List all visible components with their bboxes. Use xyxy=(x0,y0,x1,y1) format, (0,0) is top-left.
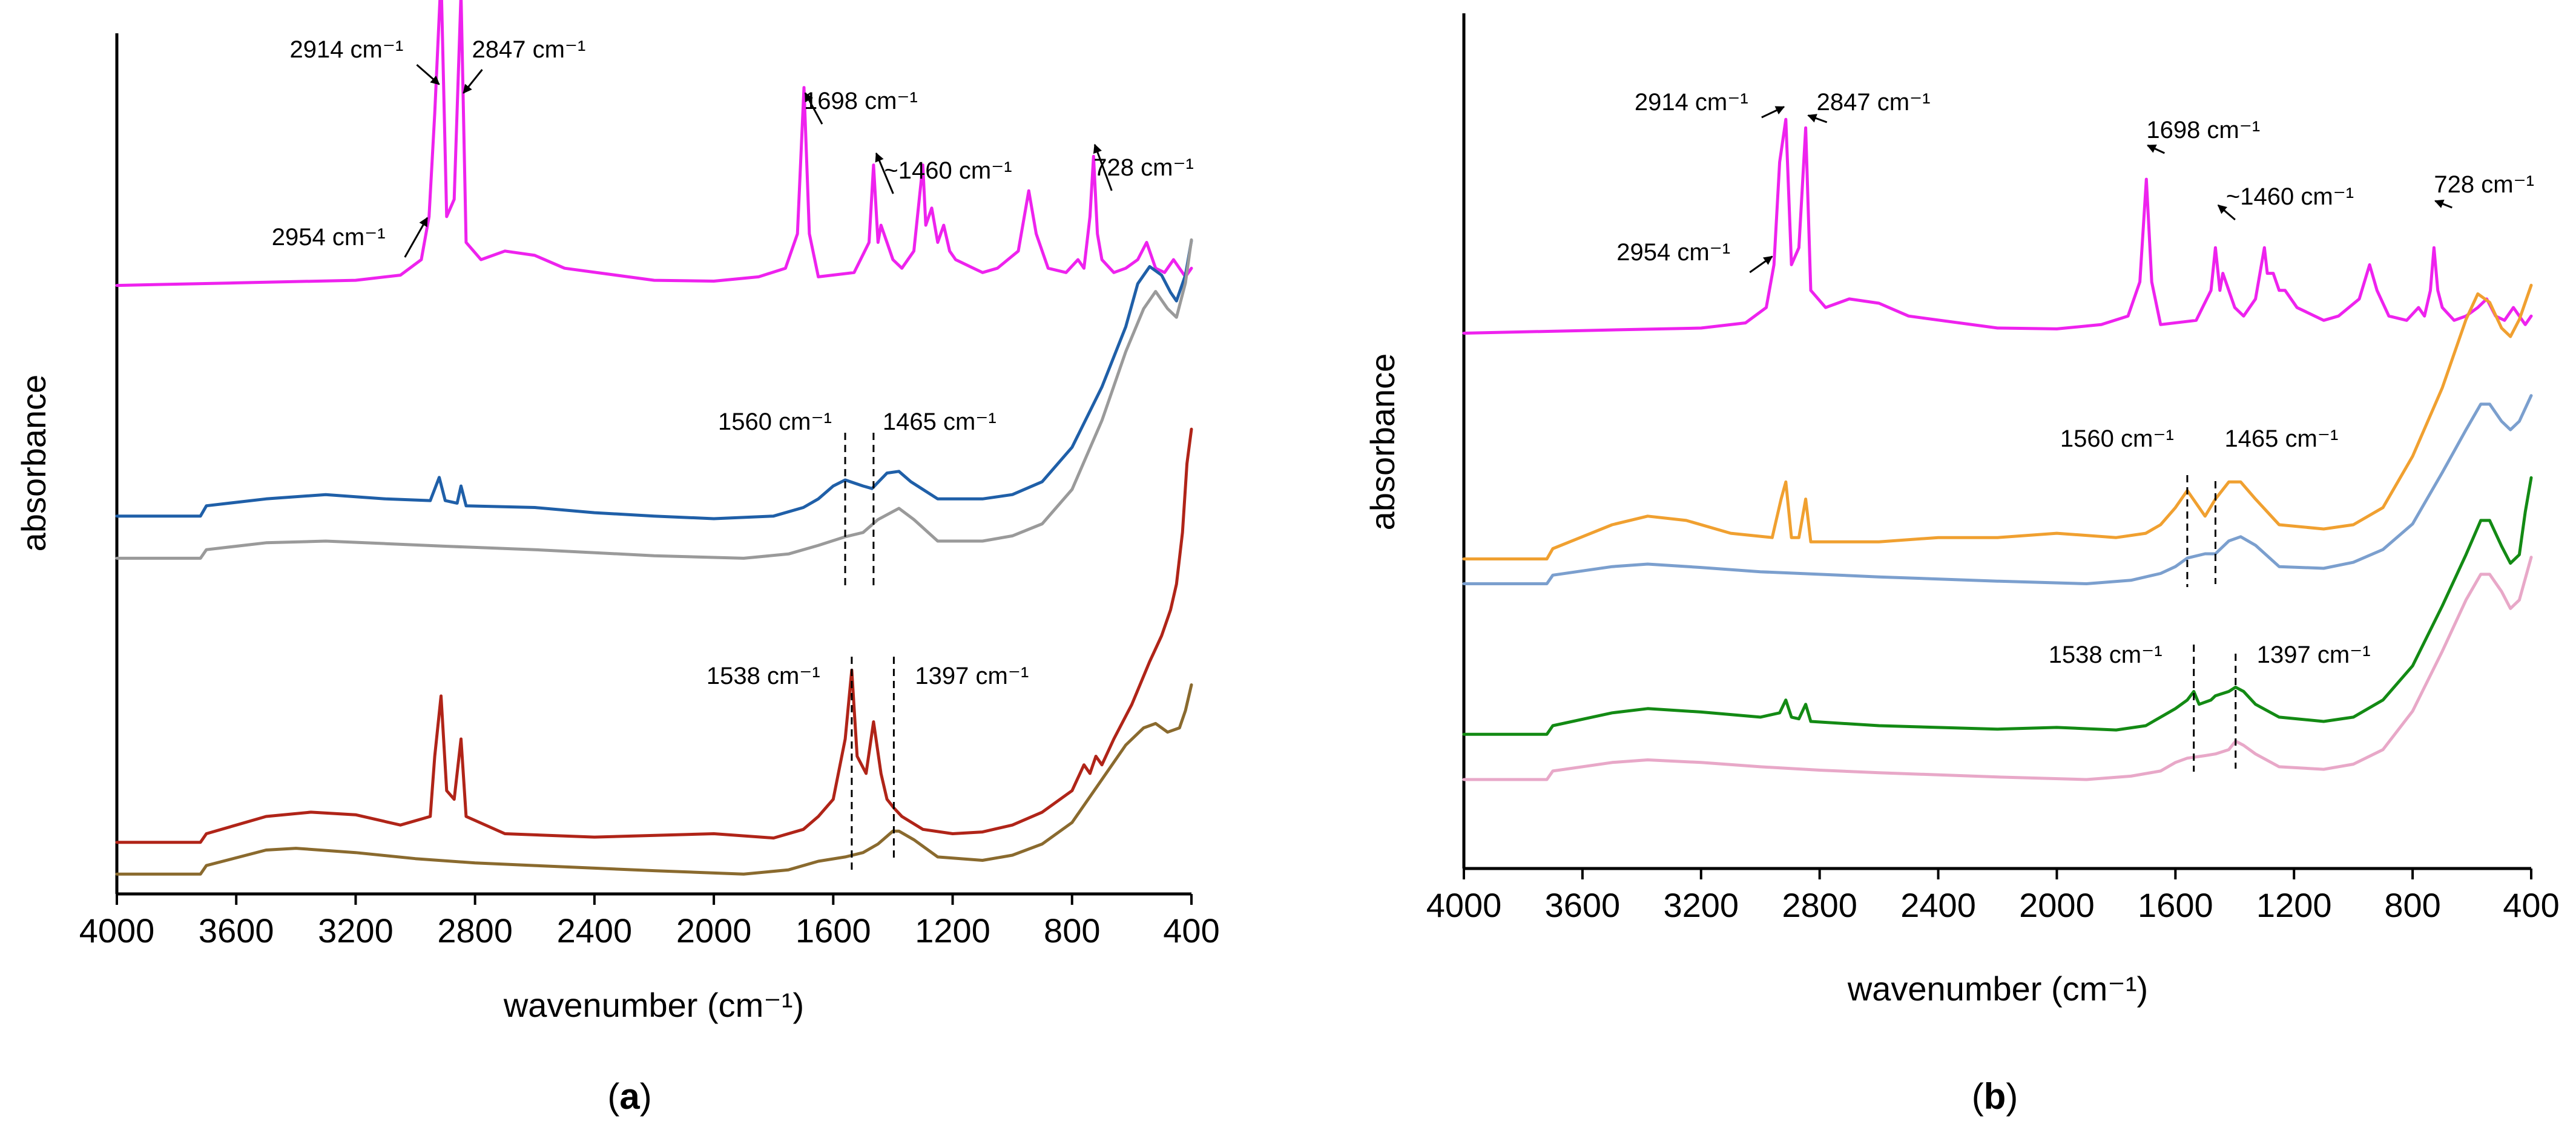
annotation-label: 1698 cm⁻¹ xyxy=(2146,117,2260,143)
annotation-label: ~1460 cm⁻¹ xyxy=(2226,183,2354,210)
annotation-label: 728 cm⁻¹ xyxy=(1093,154,1194,181)
annotation-arrow xyxy=(416,64,440,85)
x-axis-title: wavenumber (cm⁻¹) xyxy=(1847,970,2148,1008)
x-tick-label: 800 xyxy=(2384,886,2440,924)
x-tick-label: 400 xyxy=(2503,886,2559,924)
x-tick-label: 3200 xyxy=(318,911,394,950)
x-tick-label: 400 xyxy=(1163,911,1219,950)
panel-label: (a) xyxy=(607,1076,651,1117)
x-tick-label: 4000 xyxy=(1426,886,1502,924)
series-layer xyxy=(115,0,1193,876)
x-tick-label: 1600 xyxy=(2138,886,2213,924)
panel-label: (b) xyxy=(1972,1076,2018,1117)
annotation-arrow xyxy=(1807,114,1828,123)
annotations: 2914 cm⁻¹ 2847 cm⁻¹ 2954 cm⁻¹ 1698 cm⁻¹ ~146… xyxy=(1616,89,2534,772)
y-axis-title: absorbance xyxy=(15,375,53,552)
annotation-label: ~1460 cm⁻¹ xyxy=(884,157,1012,184)
series-line xyxy=(115,238,1193,560)
annotation-arrow xyxy=(2434,199,2452,209)
x-ticks: 4000 3600 3200 2800 2400 2000 1600 1200 800 400 xyxy=(79,894,1220,950)
annotation-label: 2914 cm⁻¹ xyxy=(289,36,403,63)
panel-letter: b xyxy=(1984,1076,2006,1117)
annotation-arrow xyxy=(2217,204,2236,221)
annotation-label: 1560 cm⁻¹ xyxy=(2060,425,2174,452)
series-line xyxy=(1462,556,2533,781)
annotation-arrow xyxy=(804,92,823,125)
annotation-arrow xyxy=(2146,144,2165,154)
x-tick-label: 1600 xyxy=(796,911,871,950)
series-line xyxy=(1462,283,2533,560)
annotation-label: 1465 cm⁻¹ xyxy=(2224,425,2338,452)
annotation-arrow xyxy=(404,217,429,258)
annotation-arrow xyxy=(1761,106,1785,119)
annotation-label: 1397 cm⁻¹ xyxy=(915,663,1029,689)
x-tick-label: 4000 xyxy=(79,911,155,950)
x-tick-label: 2800 xyxy=(1782,886,1857,924)
series-line xyxy=(115,683,1193,876)
x-tick-label: 3200 xyxy=(1663,886,1739,924)
annotation-label: 1698 cm⁻¹ xyxy=(804,88,918,114)
x-tick-label: 2000 xyxy=(2019,886,2095,924)
series-line xyxy=(115,0,1193,287)
series-line xyxy=(1462,117,2533,335)
annotation-arrow xyxy=(1749,255,1773,274)
annotation-label: 728 cm⁻¹ xyxy=(2434,171,2534,198)
x-tick-label: 800 xyxy=(1044,911,1100,950)
x-axis-title: wavenumber (cm⁻¹) xyxy=(503,986,804,1024)
x-tick-label: 2400 xyxy=(557,911,633,950)
x-tick-label: 2000 xyxy=(676,911,752,950)
annotation-label: 1397 cm⁻¹ xyxy=(2257,642,2371,668)
panel-letter: a xyxy=(619,1076,640,1117)
panel-a-chart: 4000 3600 3200 2800 2400 2000 1600 1200 800 400 2… xyxy=(15,0,1220,1117)
annotation-arrow xyxy=(875,152,894,194)
annotation-label: 1538 cm⁻¹ xyxy=(707,663,820,689)
x-tick-label: 1200 xyxy=(2256,886,2332,924)
y-axis-title: absorbance xyxy=(1363,353,1402,531)
annotation-label: 2847 cm⁻¹ xyxy=(472,36,585,63)
x-tick-label: 2800 xyxy=(437,911,513,950)
x-tick-label: 2400 xyxy=(1900,886,1976,924)
annotations: 2914 cm⁻¹ 2847 cm⁻¹ 2954 cm⁻¹ 1698 cm⁻¹ ~146… xyxy=(272,36,1194,872)
annotation-label: 2914 cm⁻¹ xyxy=(1635,89,1748,116)
x-tick-label: 3600 xyxy=(1545,886,1621,924)
x-ticks: 4000 3600 3200 2800 2400 2000 1600 1200 800 400 xyxy=(1426,869,2560,924)
annotation-label: 2847 cm⁻¹ xyxy=(1817,89,1931,116)
series-line xyxy=(115,239,1193,521)
annotation-label: 1538 cm⁻¹ xyxy=(2049,642,2163,668)
annotation-label: 1465 cm⁻¹ xyxy=(883,409,996,435)
x-tick-label: 3600 xyxy=(199,911,274,950)
series-line xyxy=(115,427,1193,844)
series-line xyxy=(1462,476,2533,736)
annotation-label: 2954 cm⁻¹ xyxy=(272,224,386,251)
x-tick-label: 1200 xyxy=(915,911,990,950)
annotation-arrow xyxy=(463,69,483,94)
annotation-arrow xyxy=(1093,143,1113,191)
annotation-label: 1560 cm⁻¹ xyxy=(718,409,832,435)
panel-b-chart: 4000 3600 3200 2800 2400 2000 1600 1200 800 400 2… xyxy=(1363,13,2560,1117)
annotation-label: 2954 cm⁻¹ xyxy=(1616,239,1730,266)
